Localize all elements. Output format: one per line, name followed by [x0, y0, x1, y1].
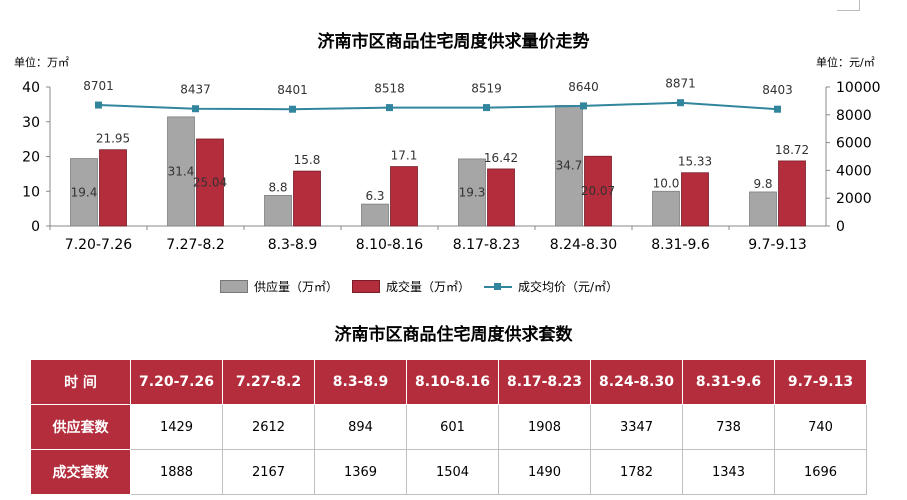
svg-text:8640: 8640	[568, 80, 599, 94]
table-row-supply: 供应套数 1429 2612 894 601 1908 3347 738 740	[30, 404, 867, 450]
table-row-deal: 成交套数 1888 2167 1369 1504 1490 1782 1343 …	[30, 449, 867, 495]
svg-text:9.8: 9.8	[753, 177, 772, 191]
supply-demand-table: 时 间 7.20-7.26 7.27-8.2 8.3-8.9 8.10-8.16…	[30, 359, 867, 495]
svg-text:15.33: 15.33	[678, 155, 712, 169]
svg-text:31.4: 31.4	[168, 164, 195, 178]
header-cell: 7.20-7.26	[130, 359, 223, 405]
table-cell: 740	[774, 404, 867, 450]
svg-text:20: 20	[22, 150, 40, 166]
svg-text:19.3: 19.3	[459, 185, 486, 199]
svg-text:25.04: 25.04	[193, 175, 227, 189]
deal-swatch-icon	[352, 280, 381, 293]
header-cell: 8.31-9.6	[682, 359, 775, 405]
table-cell: 1908	[498, 404, 591, 450]
svg-text:8403: 8403	[762, 83, 793, 97]
svg-text:34.7: 34.7	[556, 159, 583, 173]
legend-label-deal: 成交量（万㎡）	[386, 280, 471, 294]
table-cell: 3347	[590, 404, 683, 450]
header-cell: 时 间	[30, 359, 131, 405]
legend-item-supply: 供应量（万㎡）	[220, 278, 338, 295]
table-cell: 1369	[314, 449, 407, 495]
legend-item-deal: 成交量（万㎡）	[352, 278, 470, 295]
svg-text:10.0: 10.0	[653, 176, 680, 190]
svg-text:8437: 8437	[180, 83, 211, 97]
table-header-row: 时 间 7.20-7.26 7.27-8.2 8.3-8.9 8.10-8.16…	[30, 359, 867, 405]
svg-text:8.8: 8.8	[268, 180, 287, 194]
svg-text:8519: 8519	[471, 82, 502, 96]
svg-text:30: 30	[22, 115, 40, 131]
svg-text:8.3-8.9: 8.3-8.9	[268, 237, 318, 253]
legend-item-price: 成交均价（元/㎡）	[484, 278, 618, 295]
table-cell: 2612	[222, 404, 315, 450]
table-cell: 1504	[406, 449, 499, 495]
svg-text:19.4: 19.4	[71, 185, 98, 199]
svg-text:8518: 8518	[374, 82, 405, 96]
svg-text:10: 10	[22, 184, 40, 200]
table-cell: 1888	[130, 449, 223, 495]
header-cell: 8.24-8.30	[590, 359, 683, 405]
svg-text:10000: 10000	[836, 80, 881, 96]
svg-text:40: 40	[22, 80, 40, 96]
svg-text:6000: 6000	[836, 136, 872, 152]
svg-text:0: 0	[31, 219, 40, 235]
legend-label-supply: 供应量（万㎡）	[254, 280, 339, 294]
svg-text:4000: 4000	[836, 163, 872, 179]
header-cell: 7.27-8.2	[222, 359, 315, 405]
right-axis-unit: 单位：元/㎡	[816, 56, 875, 69]
svg-text:17.1: 17.1	[391, 149, 418, 163]
svg-text:9.7-9.13: 9.7-9.13	[748, 237, 807, 253]
table-cell: 894	[314, 404, 407, 450]
svg-text:8.24-8.30: 8.24-8.30	[550, 237, 617, 253]
table-cell: 2167	[222, 449, 315, 495]
svg-text:8.17-8.23: 8.17-8.23	[453, 237, 520, 253]
left-axis-unit: 单位：万㎡	[14, 56, 69, 69]
supply-swatch-icon	[220, 280, 248, 293]
svg-text:8.10-8.16: 8.10-8.16	[356, 237, 423, 253]
row-label: 成交套数	[30, 449, 131, 495]
svg-text:20.07: 20.07	[581, 184, 615, 198]
svg-text:8701: 8701	[83, 79, 114, 93]
svg-text:7.20-7.26: 7.20-7.26	[65, 237, 132, 253]
table-cell: 601	[406, 404, 499, 450]
svg-text:2000: 2000	[836, 191, 872, 207]
table-cell: 1696	[774, 449, 867, 495]
chart-legend: 供应量（万㎡） 成交量（万㎡） 成交均价（元/㎡）	[220, 278, 632, 295]
svg-text:0: 0	[836, 219, 845, 235]
price-line-icon	[484, 282, 513, 290]
svg-text:8401: 8401	[277, 83, 308, 97]
header-cell: 8.17-8.23	[498, 359, 591, 405]
table-cell: 738	[682, 404, 775, 450]
svg-text:8000: 8000	[836, 108, 872, 124]
table-cell: 1782	[590, 449, 683, 495]
svg-text:6.3: 6.3	[365, 189, 384, 203]
table-title: 济南市区商品住宅周度供求套数	[334, 325, 573, 345]
svg-text:8.31-9.6: 8.31-9.6	[651, 237, 710, 253]
svg-text:21.95: 21.95	[96, 132, 130, 146]
row-label: 供应套数	[30, 404, 131, 450]
svg-text:18.72: 18.72	[775, 143, 809, 157]
svg-text:15.8: 15.8	[294, 153, 321, 167]
legend-label-price: 成交均价（元/㎡）	[518, 280, 619, 294]
table-cell: 1429	[130, 404, 223, 450]
svg-text:7.27-8.2: 7.27-8.2	[166, 237, 225, 253]
header-cell: 9.7-9.13	[774, 359, 867, 405]
header-cell: 8.3-8.9	[314, 359, 407, 405]
chart-title: 济南市区商品住宅周度供求量价走势	[317, 32, 590, 52]
corner-mark	[837, 0, 860, 11]
svg-text:16.42: 16.42	[484, 151, 518, 165]
combo-chart: 0 10 20 30 40 0 2000 4000 6000 8000 10000 7.20-7.26…	[22, 77, 881, 253]
table-cell: 1490	[498, 449, 591, 495]
table-cell: 1343	[682, 449, 775, 495]
svg-text:8871: 8871	[665, 77, 696, 91]
header-cell: 8.10-8.16	[406, 359, 499, 405]
